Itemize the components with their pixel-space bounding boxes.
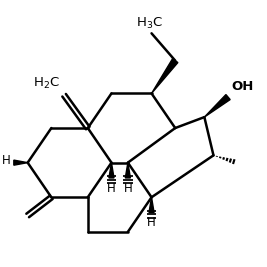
- Polygon shape: [149, 197, 154, 213]
- Text: H: H: [147, 216, 156, 229]
- Text: H$_2$C: H$_2$C: [33, 76, 60, 91]
- Polygon shape: [125, 163, 130, 178]
- Text: H: H: [107, 182, 116, 195]
- Polygon shape: [109, 163, 114, 178]
- Text: H$_3$C: H$_3$C: [136, 16, 163, 32]
- Polygon shape: [204, 95, 230, 117]
- Text: H: H: [123, 182, 132, 195]
- Polygon shape: [152, 59, 178, 93]
- Text: OH: OH: [231, 80, 253, 93]
- Text: H: H: [2, 154, 11, 167]
- Polygon shape: [14, 160, 28, 165]
